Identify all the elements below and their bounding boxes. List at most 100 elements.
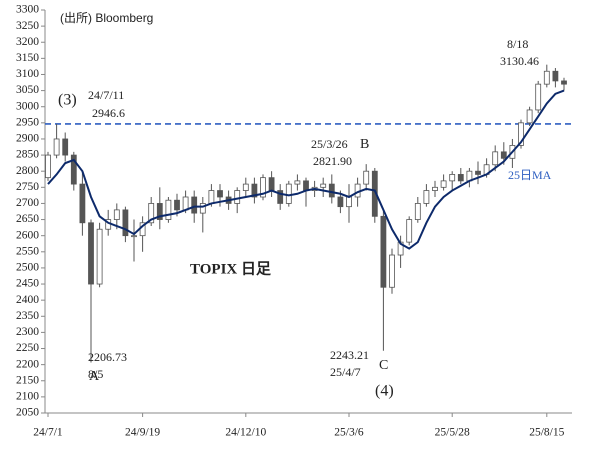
annotation: (3): [58, 92, 77, 109]
y-tick-label: 2550: [16, 245, 39, 257]
x-tick-label: 24/12/10: [225, 427, 266, 439]
y-tick-label: 2400: [16, 294, 39, 306]
annotation: TOPIX 日足: [190, 260, 272, 277]
candle-body: [199, 203, 206, 214]
candle-body: [518, 122, 524, 146]
candle-body: [320, 183, 327, 188]
y-tick-label: 2200: [16, 358, 39, 370]
candle-body: [268, 177, 275, 191]
candle-body: [62, 138, 69, 156]
candle-body: [363, 170, 370, 185]
candle-body: [561, 80, 567, 85]
y-tick-label: 2600: [16, 229, 39, 241]
y-tick-label: 2300: [16, 326, 39, 338]
candle-body: [131, 235, 137, 238]
candle-body: [251, 183, 258, 198]
x-tick-label: 24/9/19: [125, 427, 160, 439]
y-tick-label: 3300: [16, 4, 39, 16]
annotation: 8/18: [507, 37, 528, 51]
annotation: C: [379, 358, 388, 373]
annotation: 2946.6: [92, 106, 125, 120]
candle-body: [217, 190, 223, 198]
candle-body: [156, 203, 163, 220]
candle-body: [380, 215, 387, 288]
annotation: 3130.46: [500, 54, 539, 68]
candle-body: [234, 190, 241, 204]
candle-body: [337, 196, 344, 208]
y-tick-label: 2950: [16, 116, 39, 128]
candle-body: [500, 151, 507, 159]
ma-line: [47, 89, 565, 250]
candle-body: [277, 190, 284, 204]
candle-body: [174, 199, 180, 211]
candle-body: [449, 174, 456, 182]
annotation: 25/3/26: [311, 137, 348, 151]
candle-body: [88, 222, 94, 285]
annotation: 24/7/11: [88, 88, 124, 102]
annotation: (出所) Bloomberg: [60, 11, 153, 25]
annotation: (4): [375, 383, 394, 400]
x-tick-label: 25/8/15: [529, 427, 564, 439]
candle-body: [552, 70, 559, 82]
x-tick-label: 25/5/28: [435, 427, 470, 439]
y-tick-label: 2900: [16, 133, 39, 145]
y-tick-label: 3200: [16, 36, 39, 48]
candle-body: [148, 203, 155, 224]
candle-body: [70, 154, 77, 185]
candle-body: [182, 196, 189, 211]
candle-body: [294, 180, 301, 185]
annotation: 2206.73: [88, 350, 127, 364]
y-tick-label: 2650: [16, 213, 39, 225]
candle-body: [165, 199, 172, 220]
candle-body: [492, 151, 499, 166]
candle-body: [45, 154, 51, 179]
y-tick-label: 2350: [16, 310, 39, 322]
y-tick-label: 2750: [16, 181, 39, 193]
annotation: 8/5: [88, 367, 103, 381]
y-tick-label: 3000: [16, 100, 39, 112]
annotation: 25日MA: [508, 168, 552, 182]
candle-body: [535, 83, 542, 111]
candle-body: [457, 174, 464, 182]
candle-body: [423, 190, 430, 204]
candle-body: [406, 219, 413, 243]
y-tick-label: 2150: [16, 374, 39, 386]
candle-body: [96, 228, 103, 285]
candle-body: [113, 209, 120, 220]
y-tick-label: 2700: [16, 197, 39, 209]
candle-body: [208, 190, 215, 204]
candle-body: [432, 186, 438, 191]
candle-body: [260, 177, 266, 198]
candle-body: [303, 180, 309, 191]
y-tick-label: 2050: [16, 407, 39, 419]
annotation: A: [89, 369, 100, 384]
y-tick-label: 2100: [16, 391, 39, 403]
annotation: 25/4/7: [330, 365, 361, 379]
candle-body: [53, 138, 60, 156]
candle-body: [389, 254, 395, 288]
y-tick-label: 2500: [16, 262, 39, 274]
candle-body: [526, 109, 533, 124]
y-tick-label: 3150: [16, 52, 39, 64]
candle-body: [346, 196, 352, 208]
y-tick-label: 3250: [16, 20, 39, 32]
candle-body: [440, 180, 447, 188]
candle-body: [414, 203, 421, 220]
candle-body: [79, 183, 86, 224]
candle-body: [285, 183, 292, 204]
y-tick-label: 2850: [16, 149, 39, 161]
y-tick-label: 2250: [16, 342, 39, 354]
annotation: 2821.90: [313, 154, 352, 168]
candle-body: [543, 70, 550, 85]
x-tick-label: 25/3/6: [334, 427, 364, 439]
candle-body: [191, 196, 198, 214]
candle-body: [242, 183, 249, 191]
candle-body: [328, 183, 335, 198]
annotation: B: [360, 137, 369, 152]
y-tick-label: 2800: [16, 165, 39, 177]
y-tick-label: 2450: [16, 278, 39, 290]
y-tick-label: 3050: [16, 84, 39, 96]
annotation: 2243.21: [330, 348, 369, 362]
x-tick-label: 24/7/1: [33, 427, 63, 439]
